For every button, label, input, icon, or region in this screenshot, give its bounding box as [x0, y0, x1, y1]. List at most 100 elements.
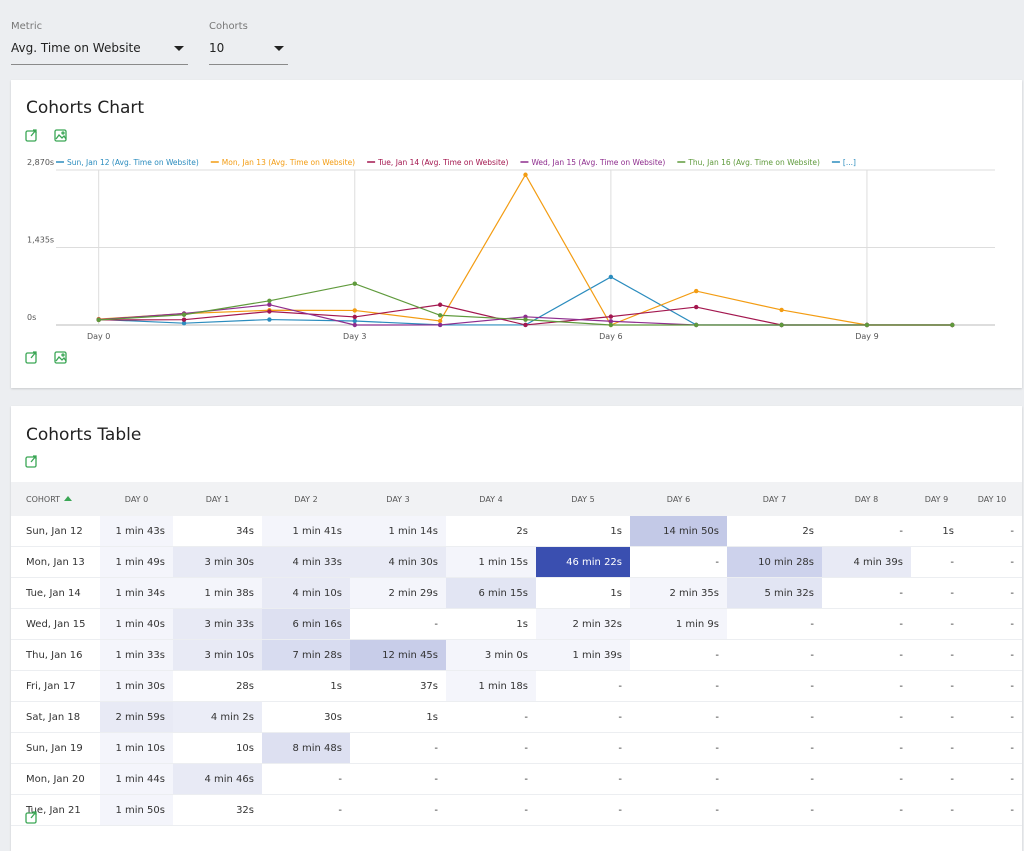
value-cell: -: [962, 763, 1022, 795]
legend-label: Sun, Jan 12 (Avg. Time on Website): [67, 158, 199, 167]
value-cell: 4 min 46s: [173, 763, 262, 795]
value-cell: 10s: [173, 732, 262, 764]
cohort-cell: Mon, Jan 20: [11, 763, 100, 795]
table-row: Sat, Jan 18 2 min 59s 4 min 2s 30s 1s - - - - - - -: [11, 701, 1022, 733]
export-icon[interactable]: [25, 351, 37, 364]
value-cell: -: [962, 577, 1022, 609]
cohorts-chart: 0s 1,435s 2,870s Day 0 Day 3 Day 6 Day 9 Sun, J…: [27, 158, 995, 341]
card-title: Cohorts Table: [26, 425, 142, 445]
legend-label: Wed, Jan 15 (Avg. Time on Website): [531, 158, 665, 167]
value-cell: -: [911, 546, 962, 578]
column-header[interactable]: DAY 1: [173, 482, 262, 516]
header-text: DAY 3: [386, 494, 410, 504]
column-header[interactable]: DAY 5: [536, 482, 630, 516]
value-cell: -: [446, 763, 536, 795]
value-cell: -: [962, 516, 1022, 547]
value-cell: -: [350, 608, 446, 640]
value-cell: -: [962, 794, 1022, 826]
data-point: [267, 302, 272, 307]
data-point: [694, 304, 699, 310]
value-cell: -: [822, 516, 911, 547]
metric-select[interactable]: Avg. Time on Website: [11, 41, 188, 65]
data-point: [950, 322, 955, 328]
table-row: Wed, Jan 15 1 min 40s 3 min 33s 6 min 16s -1…: [11, 608, 1022, 640]
value-cell: -: [727, 670, 822, 702]
column-header[interactable]: DAY 7: [727, 482, 822, 516]
value-cell: -: [822, 577, 911, 609]
table-row: Mon, Jan 13 1 min 49s 3 min 30s 4 min 33s 4 …: [11, 546, 1022, 578]
export-icon[interactable]: [25, 129, 37, 142]
header-text: COHORT: [26, 494, 61, 504]
value-cell: 12 min 45s: [350, 639, 446, 671]
data-point: [864, 322, 870, 328]
value-cell: 2 min 35s: [630, 577, 727, 609]
value-cell: 3 min 33s: [173, 608, 262, 640]
value-cell: 1 min 30s: [100, 670, 173, 702]
legend-label: Mon, Jan 13 (Avg. Time on Website): [222, 158, 355, 167]
column-header[interactable]: DAY 4: [446, 482, 536, 516]
cohort-cell: Thu, Jan 16: [11, 639, 100, 671]
data-point: [608, 274, 614, 280]
data-point: [523, 322, 528, 328]
value-cell: -: [630, 701, 727, 733]
table-row: Thu, Jan 16 1 min 33s 3 min 10s 7 min 28s 12…: [11, 639, 1022, 671]
value-cell: -: [911, 639, 962, 671]
value-cell: 4 min 2s: [173, 701, 262, 733]
cohorts-label: Cohorts: [209, 21, 248, 32]
value-cell: -: [911, 763, 962, 795]
export-icon[interactable]: [24, 810, 40, 826]
value-cell: 2s: [446, 516, 536, 547]
value-cell: 1s: [446, 608, 536, 640]
value-cell: -: [536, 670, 630, 702]
value-cell: 34s: [173, 516, 262, 547]
cohorts-table: COHORT DAY 0 DAY 1 DAY 2 DAY 3 DAY 4 DAY 5 DAY …: [11, 482, 1022, 826]
value-cell: 1 min 10s: [100, 732, 173, 764]
value-cell: 1 min 9s: [630, 608, 727, 640]
y-tick-label: 2,870s: [27, 158, 54, 167]
table-row: Sun, Jan 12 1 min 43s 34s 1 min 41s 1 min 14…: [11, 516, 1022, 547]
column-header[interactable]: DAY 6: [630, 482, 727, 516]
export-icon[interactable]: [24, 454, 40, 470]
x-tick-label: Day 6: [599, 332, 622, 341]
chart-card: [11, 80, 1022, 388]
data-point: [437, 318, 443, 324]
value-cell: -: [630, 639, 727, 671]
data-point: [779, 322, 784, 328]
x-tick-label: Day 3: [343, 332, 366, 341]
header-text: DAY 6: [666, 494, 691, 504]
value-cell: 14 min 50s: [630, 516, 727, 547]
column-header[interactable]: COHORT: [11, 482, 100, 516]
value-cell: 7 min 28s: [262, 639, 350, 671]
value-cell: -: [822, 670, 911, 702]
value-cell: -: [822, 608, 911, 640]
value-cell: -: [446, 732, 536, 764]
column-header[interactable]: DAY 3: [350, 482, 446, 516]
legend-label: Thu, Jan 16 (Avg. Time on Website): [687, 158, 820, 167]
data-point: [352, 281, 357, 286]
data-point: [352, 308, 357, 313]
column-header[interactable]: DAY 8: [822, 482, 911, 516]
value-cell: 1 min 44s: [100, 763, 173, 795]
column-header[interactable]: DAY 9: [911, 482, 962, 516]
value-cell: 1 min 18s: [446, 670, 536, 702]
chart-toolbar: [25, 129, 67, 142]
value-cell: -: [536, 794, 630, 826]
data-point: [608, 319, 614, 324]
column-header[interactable]: DAY 10: [962, 482, 1022, 516]
image-icon[interactable]: [54, 351, 67, 364]
value-cell: 1s: [911, 516, 962, 547]
value-cell: -: [911, 577, 962, 609]
column-header[interactable]: DAY 0: [100, 482, 173, 516]
value-cell: 1s: [536, 577, 630, 609]
column-header[interactable]: DAY 2: [262, 482, 350, 516]
cohort-cell: Tue, Jan 21: [11, 794, 100, 826]
data-point: [523, 172, 528, 177]
y-tick-label: 0s: [27, 313, 36, 322]
value-cell: -: [962, 546, 1022, 578]
series-line: [98, 173, 953, 326]
value-cell: -: [822, 701, 911, 733]
image-icon[interactable]: [54, 129, 67, 142]
cohorts-value: 10: [209, 41, 225, 55]
table-row: Fri, Jan 17 1 min 30s 28s 1s 37s 1 min 18s - - -…: [11, 670, 1022, 702]
cohorts-select[interactable]: 10: [209, 41, 288, 65]
